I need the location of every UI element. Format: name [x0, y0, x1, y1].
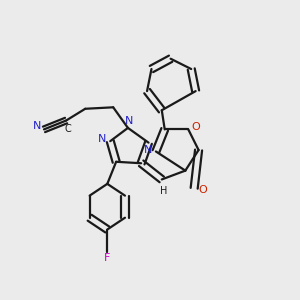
Text: C: C	[64, 124, 71, 134]
Text: F: F	[104, 253, 110, 263]
Text: N: N	[144, 145, 153, 155]
Text: O: O	[198, 185, 207, 195]
Text: N: N	[98, 134, 106, 144]
Text: N: N	[124, 116, 133, 126]
Text: O: O	[192, 122, 201, 132]
Text: H: H	[160, 186, 167, 196]
Text: N: N	[32, 122, 41, 131]
